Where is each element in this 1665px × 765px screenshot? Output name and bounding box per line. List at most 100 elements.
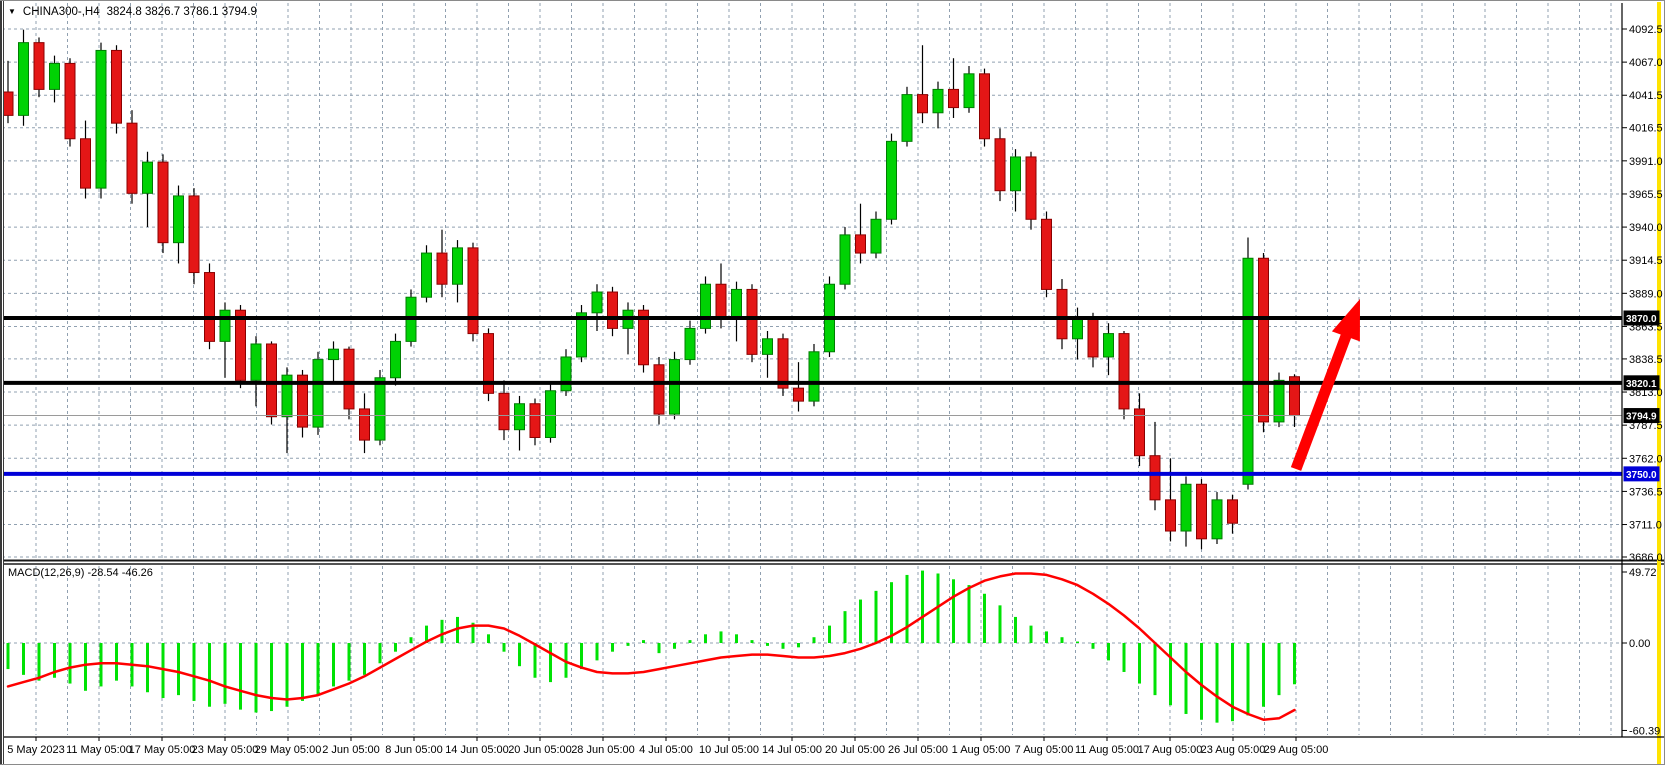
time-axis-label: 10 Jul 05:00 xyxy=(699,744,759,756)
macd-tick-label: 0.00 xyxy=(1629,638,1650,650)
bear-candle xyxy=(1196,483,1207,540)
bull-candle xyxy=(173,195,184,244)
macd-histogram-bar xyxy=(998,605,1002,643)
macd-histogram-bar xyxy=(161,643,165,699)
bull-candle xyxy=(421,252,432,298)
time-axis-label: 26 Jul 05:00 xyxy=(888,744,948,756)
bull-candle xyxy=(669,359,680,415)
bull-candle xyxy=(762,338,773,355)
bear-candle xyxy=(297,374,308,428)
bull-candle xyxy=(591,291,603,314)
macd-histogram-bar xyxy=(1169,643,1172,706)
macd-histogram-bar xyxy=(967,585,971,643)
macd-histogram-bar xyxy=(595,643,599,661)
bear-candle xyxy=(126,122,138,194)
price-tick-label: 3686.0 xyxy=(1629,552,1663,564)
macd-histogram-bar xyxy=(68,643,72,684)
time-axis-label: 11 Aug 05:00 xyxy=(1075,744,1139,756)
price-badge-label: 3750.0 xyxy=(1626,470,1657,481)
price-badge xyxy=(1623,310,1660,326)
macd-histogram-bar xyxy=(1231,643,1234,722)
macd-histogram-bar xyxy=(952,579,955,643)
bear-candle xyxy=(777,338,789,389)
macd-histogram-bar xyxy=(1153,643,1157,696)
macd-histogram-bar xyxy=(1262,643,1265,707)
bull-candle xyxy=(18,42,29,116)
bear-candle xyxy=(188,195,200,274)
price-tick-label: 4041.5 xyxy=(1629,90,1663,102)
macd-histogram-bar xyxy=(502,643,506,652)
price-tick-label: 3940.0 xyxy=(1629,222,1663,234)
bull-candle xyxy=(219,309,231,342)
bear-candle xyxy=(33,42,45,90)
macd-histogram-bar xyxy=(270,643,273,712)
bull-candle xyxy=(576,312,587,358)
bear-candle xyxy=(1149,455,1161,501)
macd-histogram-bar xyxy=(239,643,242,710)
macd-histogram-bar xyxy=(425,625,428,643)
price-tick-label: 3711.0 xyxy=(1629,520,1662,532)
macd-histogram-bar xyxy=(642,640,645,643)
bull-candle xyxy=(886,140,897,220)
macd-histogram-bar xyxy=(6,643,10,670)
bear-candle xyxy=(715,283,727,319)
macd-histogram-bar xyxy=(285,643,289,707)
macd-histogram-bar xyxy=(1045,631,1048,643)
macd-panel xyxy=(6,570,1296,723)
bear-candle xyxy=(1087,317,1099,358)
macd-indicator-label: MACD(12,26,9) -28.54 -46.26 xyxy=(8,567,153,579)
macd-histogram-bar xyxy=(874,590,878,643)
bear-candle xyxy=(638,309,649,366)
macd-histogram-bar xyxy=(983,593,986,643)
macd-histogram-bar xyxy=(487,634,490,643)
macd-histogram-bar xyxy=(1215,643,1219,723)
bull-candle xyxy=(1103,333,1114,358)
bear-candle xyxy=(2,91,14,116)
bear-candle xyxy=(111,49,122,124)
macd-histogram-bar xyxy=(301,643,304,701)
bull-candle xyxy=(731,288,742,319)
price-tick-label: 3965.5 xyxy=(1629,189,1663,201)
price-tick-label: 4016.5 xyxy=(1629,123,1663,135)
bull-candle xyxy=(142,161,153,194)
macd-histogram-bar xyxy=(704,634,707,643)
trend-arrow[interactable] xyxy=(1290,299,1360,471)
time-axis-label: 1 Aug 05:00 xyxy=(952,744,1011,756)
price-tick-label: 3889.0 xyxy=(1629,288,1663,300)
time-axis-label: 28 Jun 05:00 xyxy=(571,744,635,756)
macd-histogram-bar xyxy=(905,574,909,643)
bull-candle xyxy=(250,343,262,381)
macd-histogram-bar xyxy=(719,631,723,643)
symbol-dropdown-icon[interactable]: ▼ xyxy=(8,7,16,16)
price-tick-label: 3787.5 xyxy=(1629,420,1663,432)
macd-histogram-bar xyxy=(471,622,475,643)
bull-candle xyxy=(1010,156,1021,192)
macd-histogram-bar xyxy=(440,619,444,643)
bear-candle xyxy=(80,138,91,189)
macd-histogram-bar xyxy=(1107,643,1110,661)
bull-candle xyxy=(963,73,975,109)
macd-histogram-bar xyxy=(254,643,258,713)
symbol-name: CHINA300-,H4 xyxy=(22,6,100,18)
price-tick-label: 4092.5 xyxy=(1629,24,1663,36)
bear-candle xyxy=(1056,288,1068,340)
bear-candle xyxy=(529,403,541,439)
macd-histogram-bar xyxy=(1014,616,1017,643)
macd-histogram-bar xyxy=(1277,643,1281,696)
bull-candle xyxy=(312,359,324,428)
bear-candle xyxy=(467,247,479,335)
bull-candle xyxy=(901,94,913,142)
macd-histogram-bar xyxy=(99,643,103,687)
bear-candle xyxy=(436,252,448,285)
window-left-border xyxy=(0,1,4,764)
time-axis-label: 4 Jul 05:00 xyxy=(639,744,693,756)
macd-tick-label: 49.72 xyxy=(1629,567,1657,579)
bear-candle xyxy=(157,161,169,244)
macd-histogram-bar xyxy=(518,643,521,667)
macd-tick-label: -60.39 xyxy=(1629,725,1660,737)
bear-candle xyxy=(266,343,277,418)
macd-histogram-bar xyxy=(332,643,335,687)
macd-histogram-bar xyxy=(580,643,583,670)
